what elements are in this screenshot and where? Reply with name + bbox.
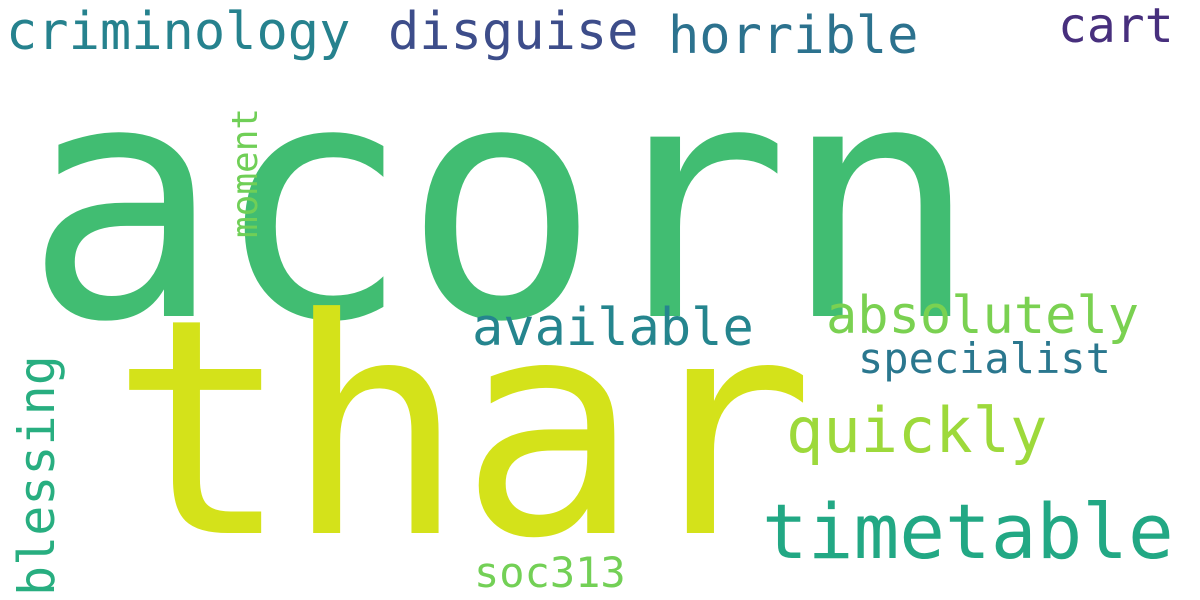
word-blessing: blessing xyxy=(8,355,66,596)
word-thar: thar xyxy=(110,255,814,600)
word-disguise: disguise xyxy=(388,2,639,62)
word-specialist: specialist xyxy=(858,334,1111,383)
word-moment: moment xyxy=(225,107,266,238)
word-acorn: acorn xyxy=(24,13,979,394)
word-available: available xyxy=(472,298,754,358)
word-criminology: criminology xyxy=(6,2,351,62)
word-timetable: timetable xyxy=(762,487,1174,576)
word-cart: cart xyxy=(1058,0,1174,54)
word-absolutely: absolutely xyxy=(826,286,1140,346)
word-horrible: horrible xyxy=(668,6,919,66)
word-soc313: soc313 xyxy=(474,548,626,597)
word-quickly: quickly xyxy=(786,394,1048,467)
